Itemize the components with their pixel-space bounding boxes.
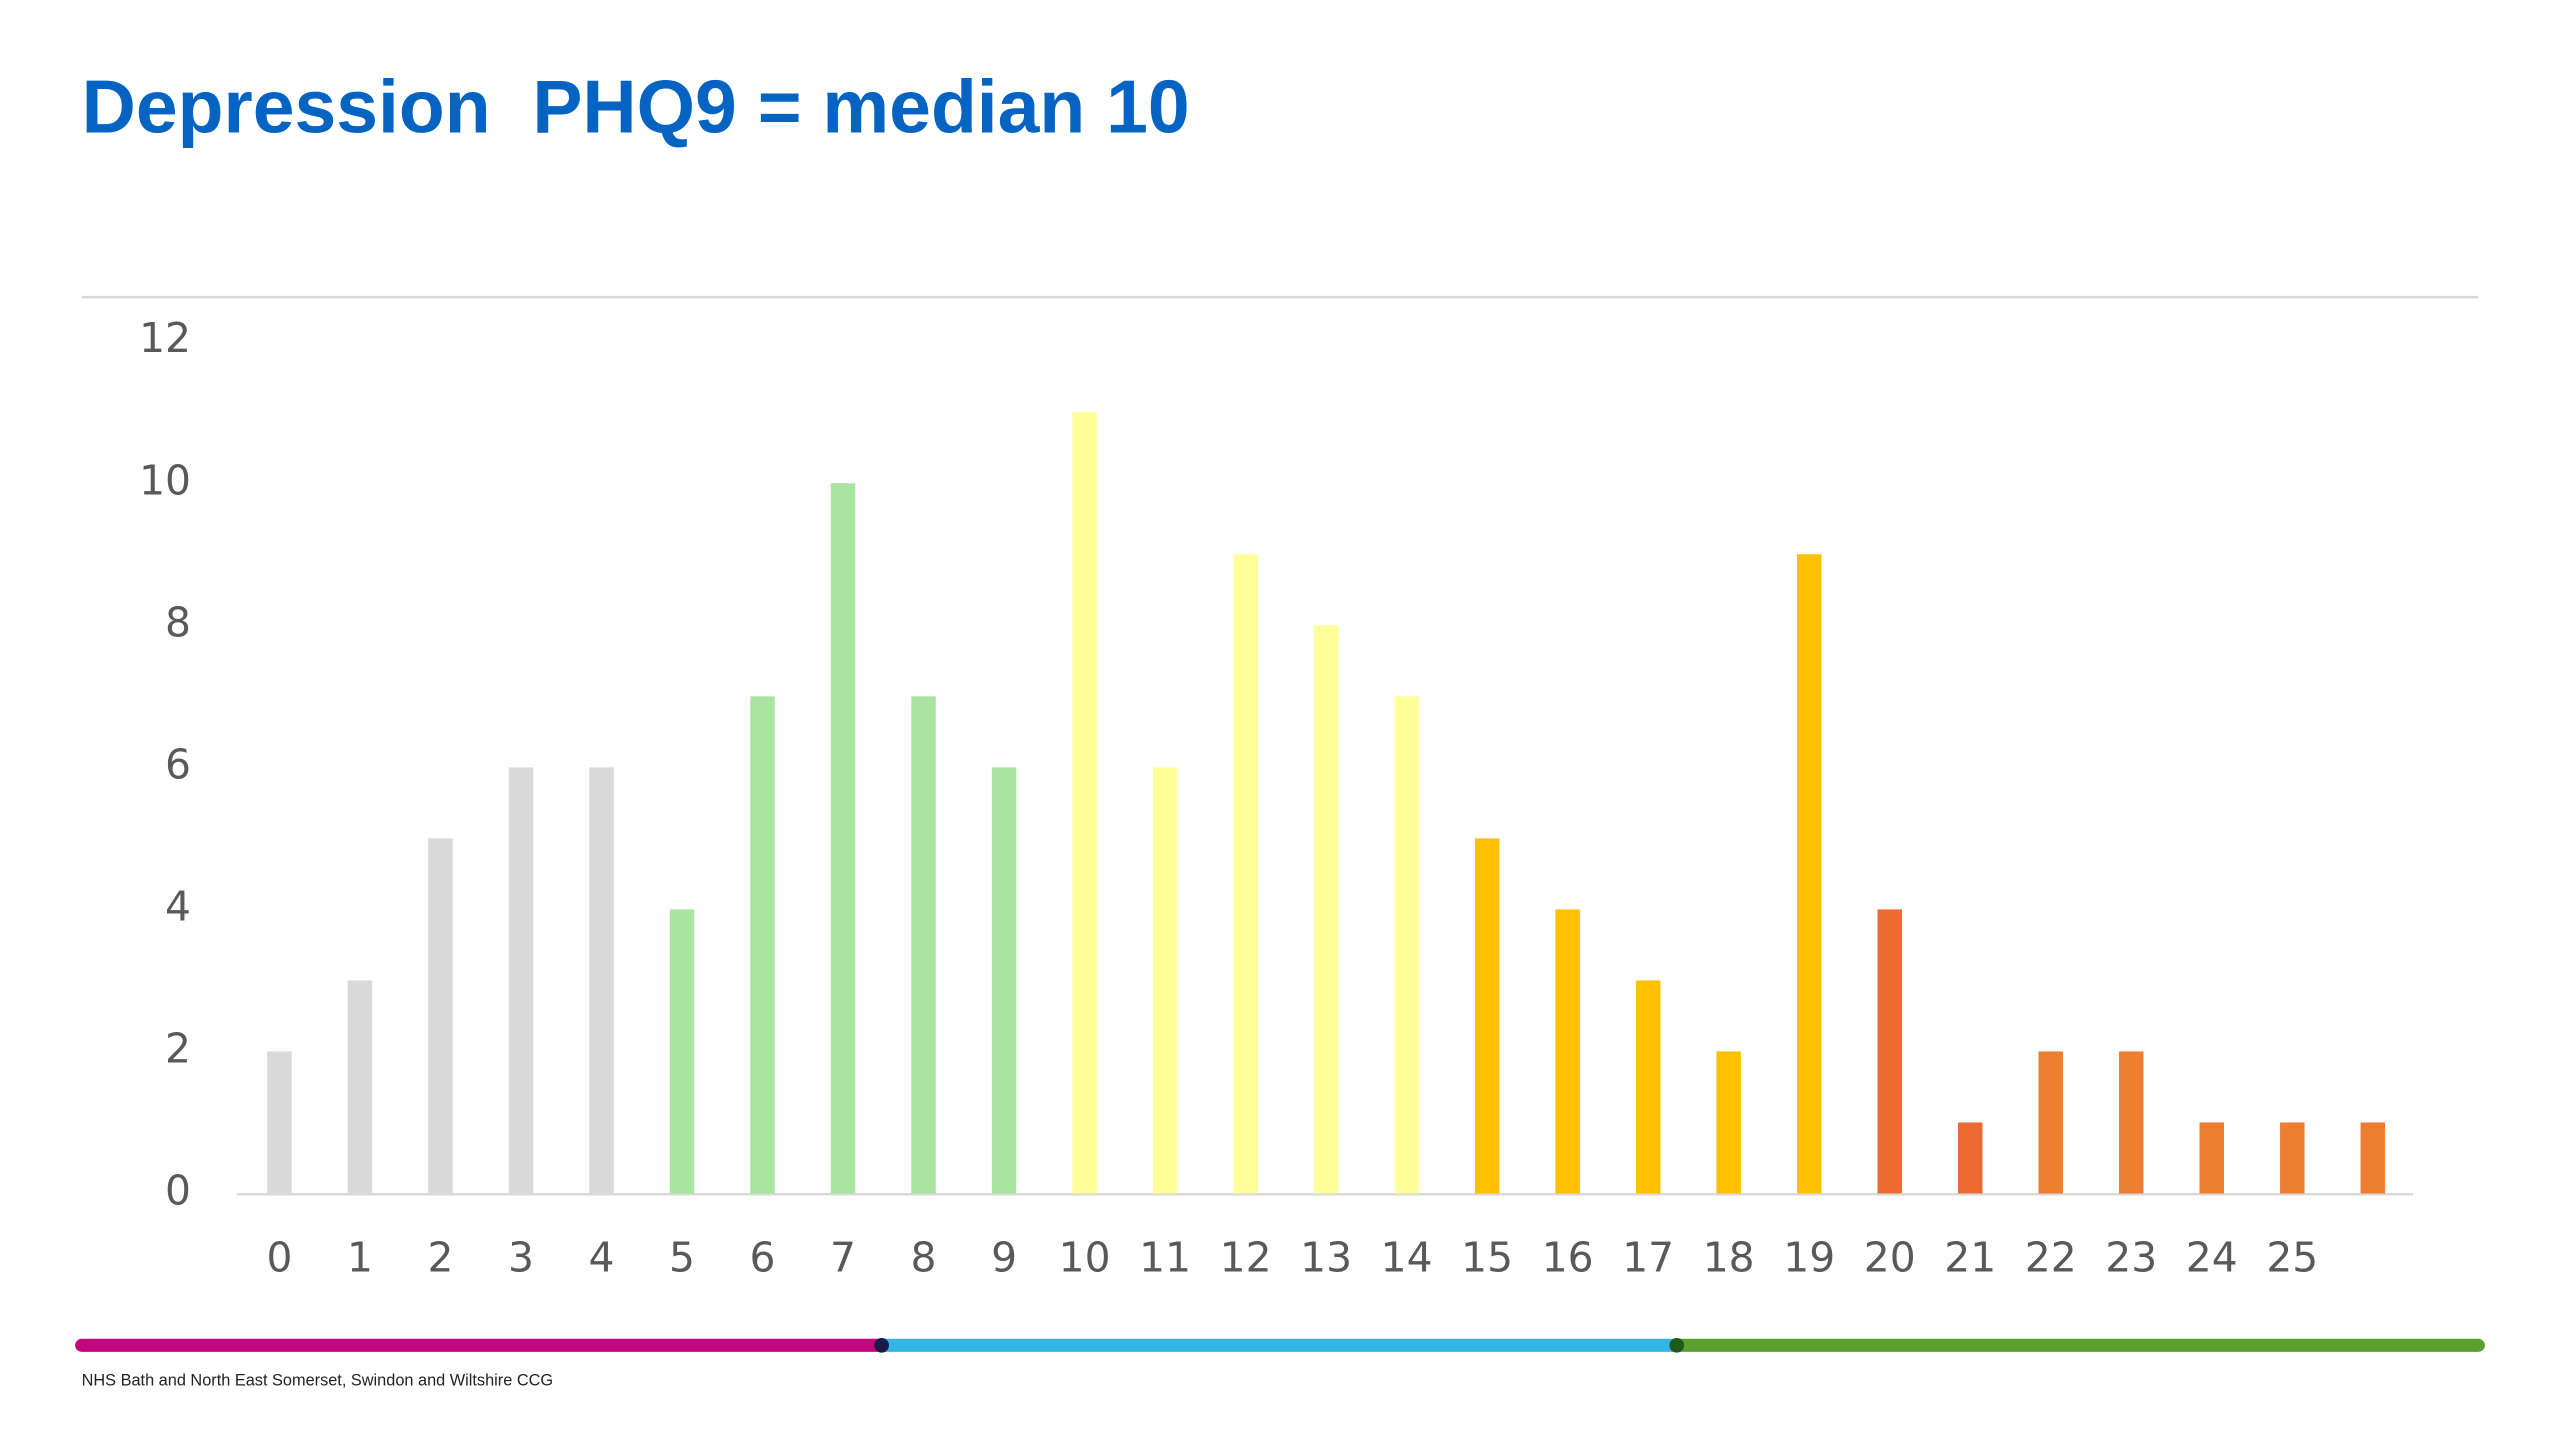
y-tick-label: 2 — [165, 1024, 191, 1072]
bar — [267, 1051, 292, 1194]
footer-text: NHS Bath and North East Somerset, Swindo… — [82, 1372, 553, 1390]
footer-dot — [874, 1337, 889, 1353]
bar — [669, 909, 695, 1194]
x-tick-label: 5 — [669, 1233, 695, 1281]
y-tick-label: 0 — [165, 1166, 191, 1214]
footer-dot — [1669, 1337, 1685, 1353]
y-tick-label: 4 — [165, 882, 191, 930]
bar — [1313, 625, 1339, 1194]
y-tick-label: 6 — [165, 740, 191, 788]
x-tick-label: 8 — [911, 1233, 937, 1281]
bar — [2280, 1122, 2305, 1194]
x-tick-label: 18 — [1703, 1233, 1755, 1281]
bar — [1233, 554, 1258, 1194]
chart-title: Depression PHQ9 = median 10 — [82, 64, 1190, 148]
bar — [1796, 554, 1822, 1194]
y-tick-label: 10 — [139, 456, 191, 504]
x-tick-label: 17 — [1622, 1233, 1674, 1281]
bar — [911, 696, 936, 1194]
x-tick-label: 3 — [508, 1233, 534, 1281]
bar — [1152, 767, 1178, 1194]
x-tick-label: 11 — [1139, 1233, 1191, 1281]
x-tick-label: 2 — [427, 1233, 453, 1281]
bar — [750, 696, 775, 1194]
y-tick-label: 8 — [165, 598, 191, 646]
bar — [2360, 1122, 2386, 1194]
x-tick-label: 9 — [991, 1233, 1017, 1281]
x-tick-label: 25 — [2266, 1233, 2318, 1281]
x-tick-label: 12 — [1220, 1233, 1272, 1281]
bar — [830, 483, 856, 1194]
x-tick-label: 15 — [1461, 1233, 1513, 1281]
bar — [991, 767, 1017, 1194]
x-tick-label: 7 — [830, 1233, 856, 1281]
bar — [2038, 1051, 2063, 1194]
bar — [2119, 1051, 2144, 1194]
bar — [1877, 909, 1902, 1194]
bar — [1957, 1122, 1983, 1194]
x-tick-label: 0 — [266, 1233, 292, 1281]
x-tick-label: 6 — [750, 1233, 776, 1281]
x-tick-label: 21 — [1944, 1233, 1996, 1281]
x-tick-label: 22 — [2025, 1233, 2077, 1281]
x-tick-label: 23 — [2105, 1233, 2157, 1281]
x-tick-label: 24 — [2186, 1233, 2238, 1281]
bar — [508, 767, 534, 1194]
bar — [589, 767, 614, 1194]
bar — [1072, 412, 1097, 1194]
x-tick-label: 14 — [1381, 1233, 1433, 1281]
x-tick-label: 19 — [1783, 1233, 1835, 1281]
bar — [1716, 1051, 1741, 1194]
x-tick-label: 13 — [1300, 1233, 1352, 1281]
bar — [1555, 909, 1580, 1194]
x-tick-label: 16 — [1542, 1233, 1594, 1281]
y-tick-label: 12 — [139, 314, 191, 362]
bar — [347, 980, 373, 1194]
bar — [1635, 980, 1661, 1194]
x-tick-label: 10 — [1059, 1233, 1111, 1281]
bar — [1394, 696, 1419, 1194]
x-tick-label: 4 — [589, 1233, 615, 1281]
bar — [1474, 838, 1500, 1194]
x-tick-label: 20 — [1864, 1233, 1916, 1281]
bar — [2199, 1122, 2225, 1194]
bar — [428, 838, 453, 1194]
x-tick-label: 1 — [347, 1233, 373, 1281]
